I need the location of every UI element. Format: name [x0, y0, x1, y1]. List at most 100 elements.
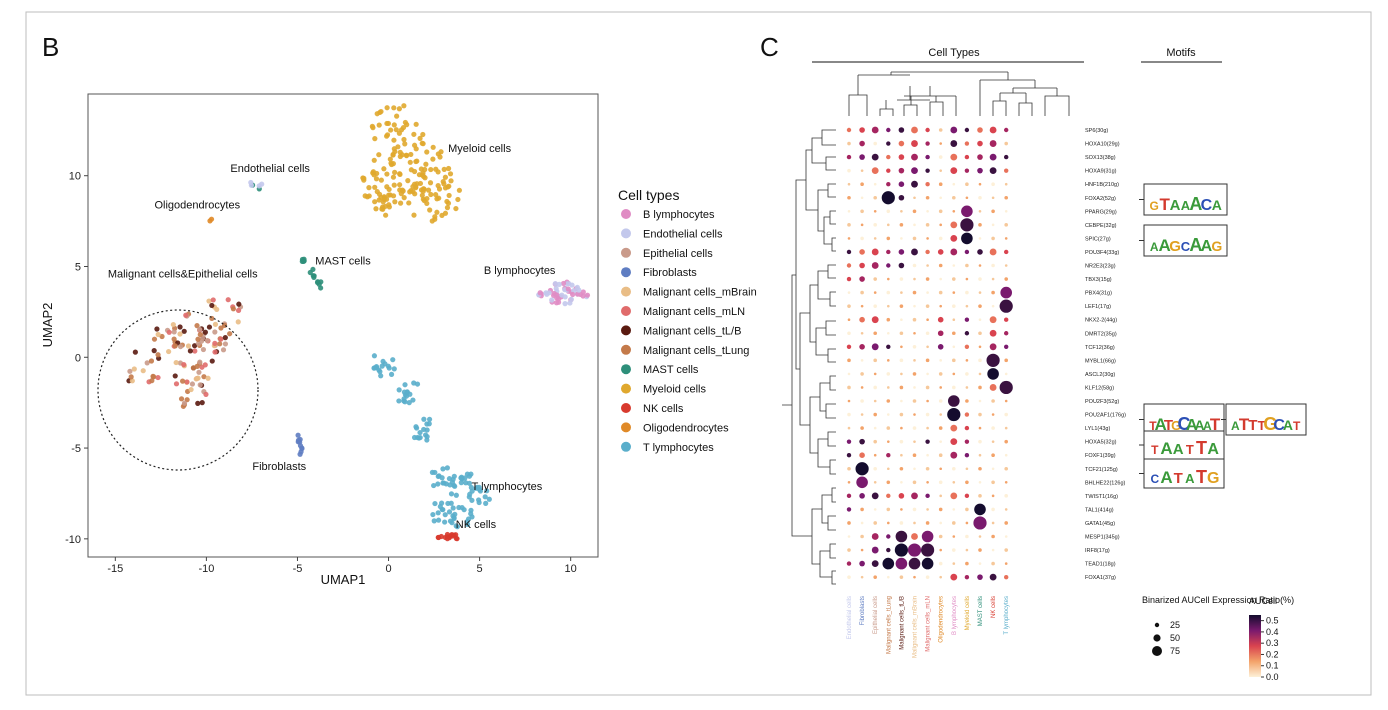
umap-point	[407, 159, 413, 165]
umap-point	[401, 103, 407, 109]
heatmap-dot	[964, 425, 970, 431]
umap-point	[295, 437, 302, 443]
heatmap-dot	[911, 492, 918, 500]
umap-point	[450, 505, 456, 511]
umap-point	[431, 518, 437, 524]
heatmap-dot	[965, 548, 969, 552]
heatmap-dot	[991, 521, 995, 525]
heatmap-dot	[939, 494, 942, 498]
umap-point	[396, 398, 402, 404]
heatmap-dot	[871, 492, 879, 500]
umap-point	[445, 165, 452, 172]
heatmap-dot	[847, 466, 851, 471]
umap-point	[426, 416, 433, 422]
umap-point	[177, 331, 183, 337]
motif-letter: A	[1170, 197, 1181, 214]
umap-point	[381, 195, 387, 201]
umap-point	[388, 160, 394, 166]
size-legend-title-line1: Binarized AUCell Expression Ratio(%)	[1142, 595, 1294, 605]
heatmap-dot	[871, 316, 879, 324]
heatmap-dot	[847, 399, 851, 403]
motif-letter: T	[1196, 467, 1207, 487]
umap-point	[580, 293, 586, 299]
heatmap-dot	[886, 372, 891, 376]
heatmap-dot	[989, 153, 997, 161]
color-legend: AUCell 0.00.1 0.20.30.40.5	[1249, 596, 1279, 682]
panel-b-letter: B	[42, 32, 59, 62]
umap-point	[401, 136, 407, 143]
motif-letter: G	[1150, 199, 1159, 213]
heatmap-dot	[965, 196, 969, 200]
heatmap-dot	[925, 182, 930, 187]
umap-point	[435, 481, 441, 487]
color-legend-bar	[1249, 615, 1261, 677]
heatmap-dot	[1004, 154, 1009, 160]
motif-letter: A	[1185, 471, 1195, 486]
heatmap-dot	[913, 413, 916, 416]
heatmap-dot	[950, 424, 958, 432]
umap-point	[445, 200, 452, 206]
motif-letter: A	[1155, 415, 1167, 434]
legend-swatch	[621, 422, 631, 433]
heatmap-dot	[886, 249, 891, 255]
heatmap-dot	[925, 331, 930, 336]
heatmap-dot	[887, 413, 890, 416]
heatmap-dot	[887, 575, 890, 579]
umap-point	[373, 176, 380, 182]
heatmap-dot	[1004, 412, 1008, 417]
heatmap-dot	[871, 126, 879, 134]
heatmap-dot	[989, 329, 997, 337]
heatmap-dot	[938, 128, 943, 132]
umap-point	[456, 187, 463, 193]
umap-point	[376, 152, 382, 158]
motif-letter: T	[1151, 443, 1159, 457]
heatmap-dot	[886, 182, 891, 187]
legend-items: B lymphocytes Endothelial cells Epithelial…	[621, 209, 757, 454]
heatmap-dot	[939, 169, 942, 172]
heatmap-dot	[886, 141, 891, 146]
umap-point	[391, 137, 397, 143]
umap-point	[150, 374, 157, 380]
umap-point	[196, 369, 202, 375]
umap-point	[453, 205, 459, 212]
heatmap-dot	[847, 548, 851, 552]
size-legend-value: 25	[1170, 620, 1180, 630]
legend-swatch	[621, 441, 631, 452]
heatmap-dot	[978, 399, 982, 403]
size-legend-dot	[1152, 646, 1162, 656]
motif-letter: G	[1211, 238, 1222, 254]
heatmap-dot	[873, 439, 877, 444]
heatmap-dot	[965, 561, 969, 566]
heatmap-dot	[913, 196, 916, 200]
heatmap-dot	[911, 126, 918, 134]
heatmap-dot	[1004, 264, 1008, 267]
umap-point	[209, 358, 215, 364]
x-tick-label: -10	[198, 563, 214, 575]
heatmap-dot	[913, 575, 916, 579]
heatmap-dot	[887, 359, 890, 362]
row-label: TCF12(36g)	[1085, 345, 1115, 351]
heatmap-dot	[873, 358, 877, 363]
heatmap-dot	[882, 557, 895, 570]
cluster-label: Myeloid cells	[448, 143, 511, 155]
motif-letter: A	[1283, 417, 1293, 433]
umap-point	[420, 188, 426, 194]
umap-point	[449, 531, 455, 538]
umap-point	[206, 298, 212, 304]
motif-letter: A	[1181, 198, 1191, 213]
heatmap-dot	[989, 248, 997, 256]
umap-point	[444, 536, 450, 542]
umap-point	[177, 324, 183, 330]
x-tick-label: 5	[477, 563, 483, 575]
heatmap-dot	[871, 546, 879, 554]
heatmap-dot	[939, 223, 942, 227]
heatmap-dot	[886, 547, 891, 553]
umap-point	[453, 492, 459, 498]
heatmap-dot	[912, 317, 917, 322]
umap-point	[408, 151, 414, 158]
umap-x-axis-label: UMAP1	[321, 572, 366, 587]
heatmap-dot	[873, 481, 877, 484]
heatmap-dot	[912, 372, 917, 376]
